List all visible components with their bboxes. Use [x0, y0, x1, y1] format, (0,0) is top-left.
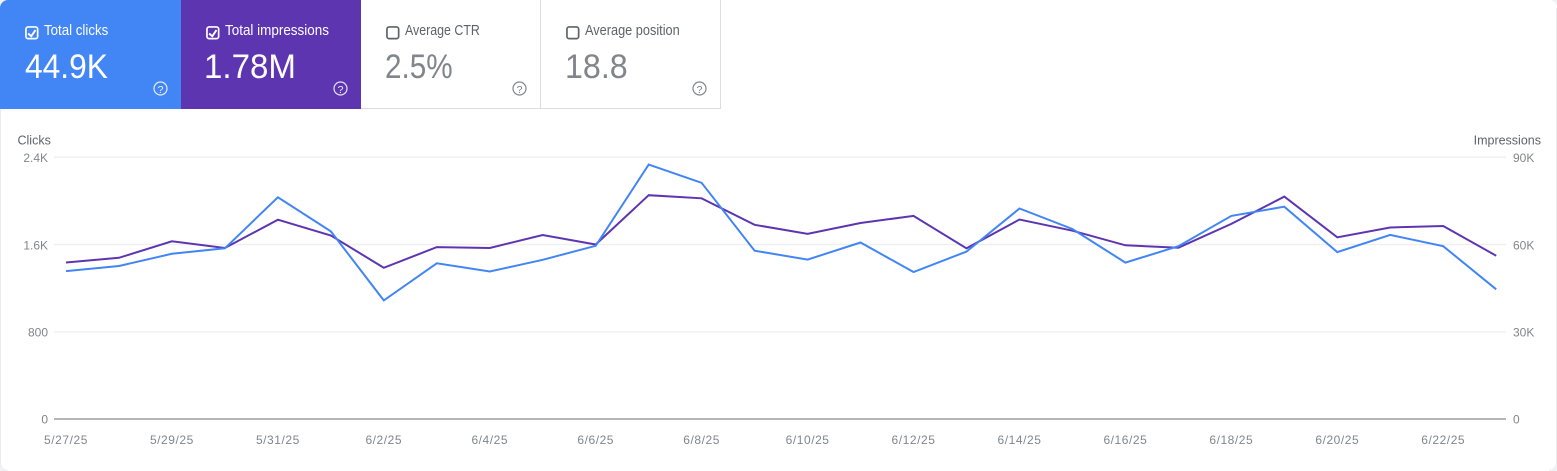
svg-text:6/18/25: 6/18/25	[1209, 433, 1253, 447]
svg-text:5/29/25: 5/29/25	[150, 433, 194, 447]
svg-text:6/12/25: 6/12/25	[892, 433, 936, 447]
svg-text:30K: 30K	[1513, 326, 1534, 340]
svg-text:6/10/25: 6/10/25	[786, 433, 830, 447]
svg-text:6/4/25: 6/4/25	[471, 433, 508, 447]
svg-text:?: ?	[337, 84, 343, 96]
svg-text:?: ?	[516, 84, 522, 96]
svg-text:6/6/25: 6/6/25	[577, 433, 614, 447]
svg-text:5/31/25: 5/31/25	[256, 433, 300, 447]
svg-text:6/8/25: 6/8/25	[683, 433, 720, 447]
svg-text:90K: 90K	[1513, 151, 1534, 165]
svg-text:Clicks: Clicks	[18, 134, 51, 148]
svg-text:?: ?	[696, 84, 702, 96]
svg-text:0: 0	[1513, 413, 1520, 427]
svg-text:?: ?	[157, 84, 163, 96]
svg-text:6/2/25: 6/2/25	[365, 433, 402, 447]
svg-text:60K: 60K	[1513, 238, 1534, 252]
svg-text:Impressions: Impressions	[1474, 134, 1541, 148]
svg-text:6/16/25: 6/16/25	[1103, 433, 1147, 447]
svg-text:0: 0	[41, 413, 48, 427]
svg-text:1.6K: 1.6K	[23, 238, 48, 252]
svg-text:5/27/25: 5/27/25	[44, 433, 88, 447]
svg-text:6/20/25: 6/20/25	[1315, 433, 1359, 447]
svg-text:6/14/25: 6/14/25	[998, 433, 1042, 447]
svg-text:6/22/25: 6/22/25	[1421, 433, 1465, 447]
svg-text:2.4K: 2.4K	[23, 151, 48, 165]
svg-text:800: 800	[28, 326, 48, 340]
